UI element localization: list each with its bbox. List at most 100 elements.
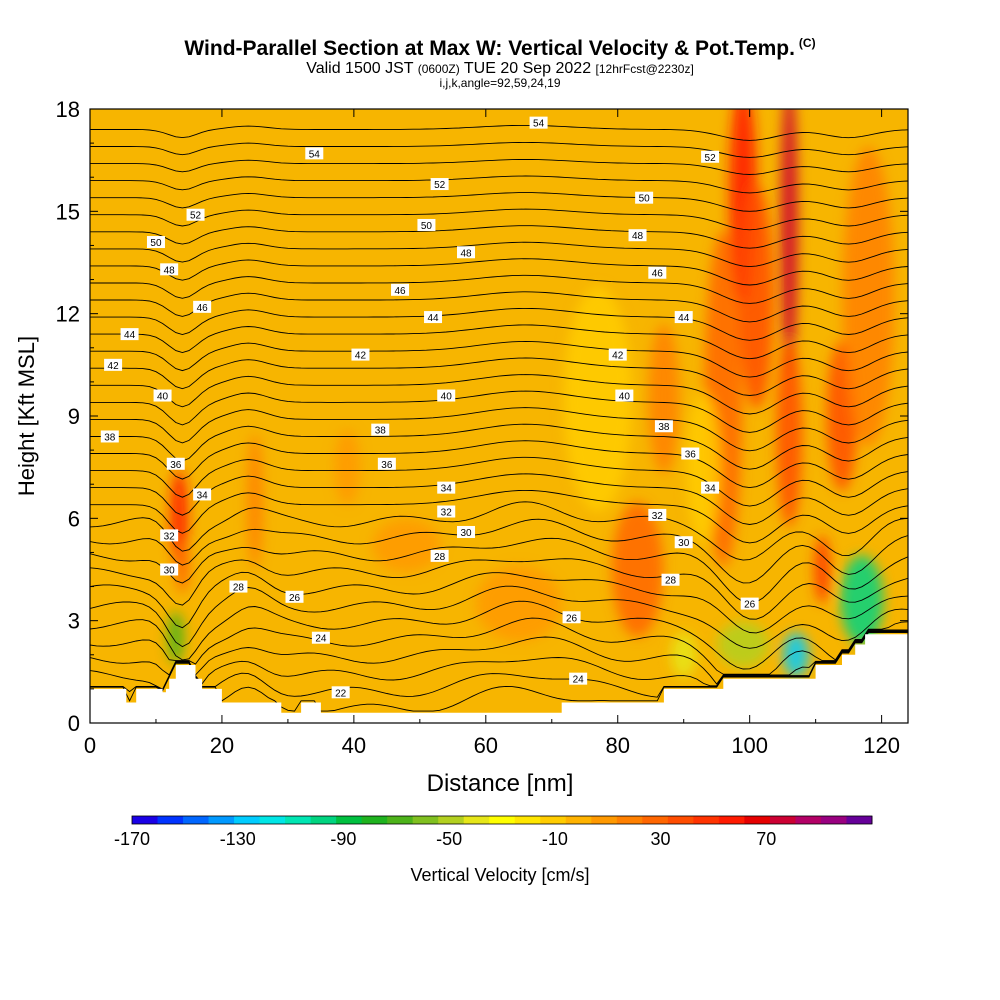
- contour-label: 28: [229, 580, 248, 594]
- contour-label-bg: [529, 116, 548, 129]
- contour-label: 32: [648, 508, 667, 522]
- contour-label-bg: [305, 147, 324, 160]
- contour-label-bg: [424, 311, 443, 324]
- colorbar-segment: [132, 816, 159, 824]
- contour-label: 46: [648, 266, 667, 280]
- theta-contour-line: [90, 456, 908, 507]
- contour-label-text: 36: [381, 460, 393, 471]
- contour-label-bg: [457, 525, 476, 538]
- contour-label-bg: [437, 481, 456, 494]
- x-tick-label: 80: [605, 733, 629, 758]
- colorbar-segment: [208, 816, 235, 824]
- x-tick-label: 100: [731, 733, 768, 758]
- contour-label: 36: [377, 457, 396, 471]
- contour-label-bg: [160, 263, 179, 276]
- colorbar-segment: [336, 816, 363, 824]
- contour-label-text: 44: [124, 330, 136, 341]
- plot-area: 54 54 52 52 52 50 50 50 48 48 48 46 46 46 44 44 44 42 42 42…: [90, 109, 908, 723]
- valid-date: TUE 20 Sep 2022: [463, 60, 592, 77]
- theta-contour-line: [90, 440, 908, 489]
- theta-contour-line: [90, 225, 908, 249]
- theta-contours: [90, 124, 908, 712]
- contour-label: 26: [285, 590, 304, 604]
- theta-contour-line: [90, 489, 908, 544]
- contour-label: 52: [701, 150, 720, 164]
- colorbar-segment: [387, 816, 414, 824]
- contour-label-text: 24: [315, 634, 327, 645]
- theta-contour-line: [90, 124, 908, 141]
- colorbar-segment: [642, 816, 669, 824]
- contour-label-text: 44: [678, 313, 690, 324]
- colorbar-segment: [438, 816, 465, 824]
- contour-label: 40: [153, 389, 172, 403]
- colorbar-segment: [489, 816, 516, 824]
- y-tick-label: 9: [68, 404, 80, 429]
- contour-label-bg: [311, 631, 330, 644]
- contour-label-bg: [628, 229, 647, 242]
- contour-label-text: 46: [652, 269, 664, 280]
- theta-contour-line: [90, 341, 908, 378]
- y-tick-label: 15: [56, 199, 80, 224]
- contour-label: 36: [166, 457, 185, 471]
- contour-label: 54: [529, 116, 548, 130]
- updraft-region: [175, 539, 190, 593]
- y-tick-label: 3: [68, 609, 80, 634]
- copyright-mark: (C): [798, 36, 816, 50]
- theta-contour-line: [90, 390, 908, 433]
- x-axis: 0 20 40 60 80 100 120: [84, 109, 900, 758]
- contour-label-text: 30: [460, 528, 472, 539]
- updraft-region: [776, 339, 803, 527]
- theta-contour-line: [90, 600, 908, 670]
- contour-label: 48: [628, 229, 647, 242]
- vertical-velocity-field: [167, 109, 895, 678]
- contour-label: 28: [661, 573, 680, 587]
- contour-label-bg: [186, 208, 205, 221]
- contour-label: 34: [437, 481, 456, 495]
- contour-label-bg: [430, 178, 449, 191]
- contour-label: 46: [391, 283, 410, 297]
- colorbar-segment: [183, 816, 210, 824]
- downdraft-region: [670, 632, 697, 678]
- contour-label-bg: [648, 266, 667, 279]
- contour-label: 30: [160, 563, 179, 577]
- contour-label-text: 32: [164, 531, 176, 542]
- contour-label-bg: [674, 311, 693, 324]
- contour-label-text: 46: [197, 303, 209, 314]
- updraft-region: [648, 323, 680, 474]
- x-tick-label: 0: [84, 733, 96, 758]
- updraft-region: [611, 501, 664, 638]
- x-tick-label: 60: [474, 733, 498, 758]
- contour-label: 24: [569, 672, 588, 686]
- contour-label: 38: [100, 430, 119, 443]
- contour-label-text: 34: [441, 484, 453, 495]
- contour-label-text: 34: [197, 490, 209, 501]
- colorbar-segment: [795, 816, 822, 824]
- contour-label-text: 24: [573, 675, 585, 686]
- contour-label-bg: [437, 505, 456, 518]
- contour-label-text: 54: [309, 149, 321, 160]
- contour-label-bg: [371, 423, 390, 436]
- contour-label-bg: [391, 283, 410, 296]
- theta-contour-line: [90, 208, 908, 231]
- colorbar-segment: [514, 816, 541, 824]
- contour-label-text: 34: [705, 484, 717, 495]
- contour-label: 40: [615, 389, 634, 403]
- colorbar-segment: [820, 816, 847, 824]
- contour-label-bg: [146, 236, 165, 249]
- theta-contour-line: [90, 374, 908, 415]
- contour-label-text: 36: [170, 460, 182, 471]
- contour-label: 34: [701, 481, 720, 495]
- theta-contour-line: [90, 324, 908, 360]
- contour-label-text: 36: [685, 450, 697, 461]
- colorbar-segment: [846, 816, 873, 824]
- theta-contour-line: [90, 518, 908, 584]
- contour-label-text: 28: [434, 552, 446, 563]
- contour-label-bg: [437, 389, 456, 402]
- contour-label: 54: [305, 147, 324, 160]
- theta-contour-line: [90, 558, 908, 620]
- contour-label: 52: [186, 208, 205, 222]
- theta-contour-line: [90, 175, 908, 194]
- theta-contour-line: [90, 159, 908, 175]
- theta-contour-line: [90, 630, 908, 685]
